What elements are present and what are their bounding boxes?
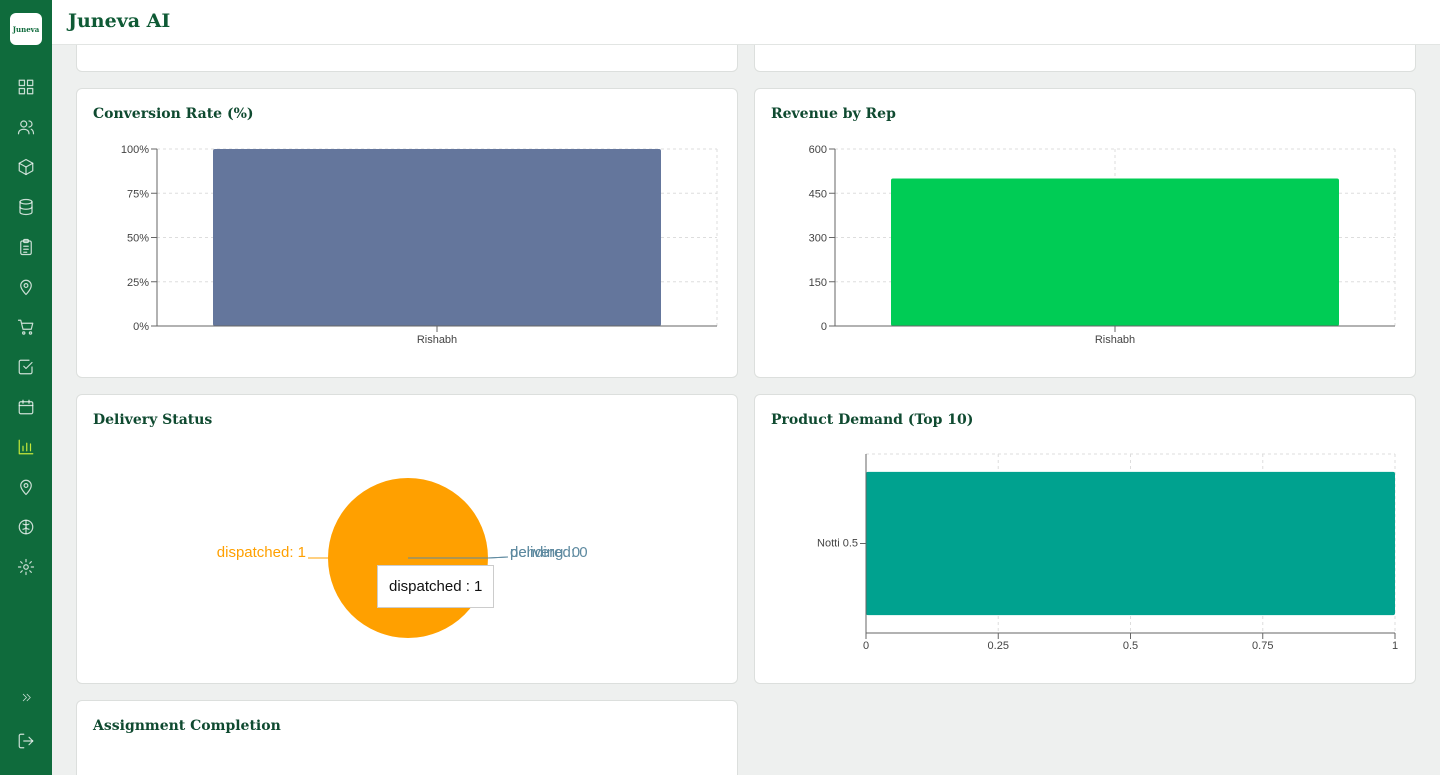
pie-label-pending: pending: 0 [510,544,580,561]
conversion-rate-title: Conversion Rate (%) [93,106,254,122]
revenue-ytick-label: 300 [809,233,827,245]
delivery-status-title: Delivery Status [93,412,213,428]
package-icon[interactable] [16,157,36,177]
demand-xtick-label: 0.25 [988,640,1009,652]
sidebar: Juneva [0,0,52,775]
demand-xtick-label: 1 [1392,640,1398,652]
pie-label-delivered: delivered: 0 [510,544,588,561]
conversion-rate-card: Conversion Rate (%) 0% 25% 50% 75% 100% Risha… [76,88,738,378]
demand-xtick-label: 0.5 [1123,640,1138,652]
demand-xtick-label: 0.75 [1252,640,1273,652]
logout-icon[interactable] [16,731,36,751]
revenue-by-rep-title: Revenue by Rep [771,106,896,122]
assignment-completion-card: Assignment Completion [76,700,738,775]
pie-label-line-delivered [408,556,509,559]
conversion-rate-chart: 0% 25% 50% 75% 100% Rishabh [121,144,718,346]
conversion-ytick-label: 100% [121,144,149,156]
app-logo[interactable]: Juneva [10,13,42,45]
settings-icon[interactable] [16,557,36,577]
conversion-ytick-label: 25% [127,277,149,289]
bar-chart-icon[interactable] [16,437,36,457]
chevrons-right-icon[interactable] [16,687,36,707]
product-demand-chart: 0 0.25 0.5 0.75 1 Notti 0.5 [817,453,1398,652]
demand-xtick-label: 0 [863,640,869,652]
revenue-ytick-label: 0 [821,321,827,333]
map-pin-icon[interactable] [16,277,36,297]
check-square-icon[interactable] [16,357,36,377]
revenue-bar [891,178,1339,326]
dashboard-icon[interactable] [16,77,36,97]
conversion-xtick-label: Rishabh [417,334,457,346]
revenue-ytick-label: 600 [809,144,827,156]
product-demand-card: Product Demand (Top 10) 0 0.25 0.5 0.75 1 Not… [754,394,1416,684]
pie-label-dispatched: dispatched: 1 [217,544,306,561]
demand-ytick-label: Notti 0.5 [817,538,858,550]
revenue-ytick-label: 150 [809,277,827,289]
assignment-completion-title: Assignment Completion [93,718,281,734]
logo-text: Juneva [12,24,40,34]
revenue-ytick-label: 450 [809,188,827,200]
chart-tooltip: dispatched : 1 [377,565,495,608]
conversion-ytick-label: 75% [127,188,149,200]
revenue-xtick-label: Rishabh [1095,334,1135,346]
brain-icon[interactable] [16,517,36,537]
conversion-ytick-label: 0% [133,321,149,333]
clipboard-icon[interactable] [16,237,36,257]
location-icon[interactable] [16,477,36,497]
calendar-icon[interactable] [16,397,36,417]
product-demand-title: Product Demand (Top 10) [771,412,974,428]
revenue-by-rep-card: Revenue by Rep 0 150 300 450 600 Rishabh [754,88,1416,378]
database-icon[interactable] [16,197,36,217]
conversion-ytick-label: 50% [127,233,149,245]
top-bar: Juneva AI [52,0,1440,45]
users-icon[interactable] [16,117,36,137]
conversion-bar [213,149,661,326]
cart-icon[interactable] [16,317,36,337]
app-title: Juneva AI [68,10,171,32]
demand-bar [866,471,1395,616]
revenue-by-rep-chart: 0 150 300 450 600 Rishabh [809,144,1396,346]
